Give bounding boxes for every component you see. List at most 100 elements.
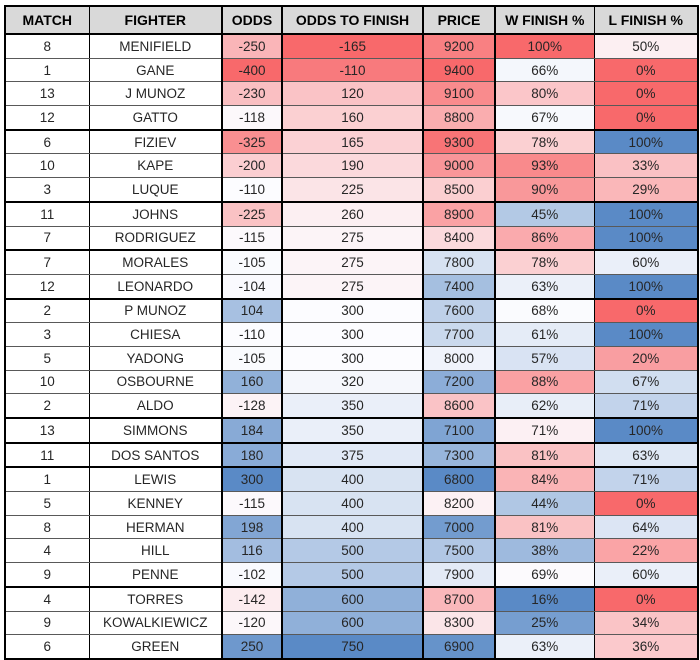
- header-price[interactable]: PRICE: [422, 5, 496, 35]
- price-cell[interactable]: 6800: [422, 467, 496, 493]
- fighter-cell[interactable]: LUQUE: [88, 177, 223, 203]
- match-cell[interactable]: 5: [4, 491, 90, 516]
- price-cell[interactable]: 7400: [422, 273, 496, 300]
- w-finish-pct-cell[interactable]: 88%: [494, 369, 595, 395]
- w-finish-pct-cell[interactable]: 67%: [494, 105, 595, 131]
- w-finish-pct-cell[interactable]: 90%: [494, 177, 595, 203]
- l-finish-pct-cell[interactable]: 22%: [593, 538, 699, 564]
- odds-to-finish-cell[interactable]: -110: [281, 57, 424, 83]
- l-finish-pct-cell[interactable]: 36%: [593, 634, 699, 660]
- odds-cell[interactable]: -104: [221, 273, 283, 300]
- l-finish-pct-cell[interactable]: 0%: [593, 298, 699, 324]
- fighter-cell[interactable]: CHIESA: [88, 322, 223, 347]
- match-cell[interactable]: 10: [4, 369, 90, 395]
- l-finish-pct-cell[interactable]: 100%: [593, 418, 699, 444]
- fighter-cell[interactable]: LEWIS: [88, 467, 223, 493]
- w-finish-pct-cell[interactable]: 62%: [494, 393, 595, 420]
- fighter-cell[interactable]: GREEN: [88, 634, 223, 660]
- odds-cell[interactable]: -250: [221, 33, 283, 59]
- odds-cell[interactable]: -105: [221, 345, 283, 371]
- w-finish-pct-cell[interactable]: 68%: [494, 298, 595, 324]
- w-finish-pct-cell[interactable]: 93%: [494, 153, 595, 179]
- header-odds-to-finish[interactable]: ODDS TO FINISH: [281, 5, 424, 35]
- match-cell[interactable]: 4: [4, 538, 90, 564]
- match-cell[interactable]: 4: [4, 586, 90, 612]
- w-finish-pct-cell[interactable]: 38%: [494, 538, 595, 564]
- odds-to-finish-cell[interactable]: 500: [281, 562, 424, 588]
- match-cell[interactable]: 9: [4, 562, 90, 588]
- fighter-cell[interactable]: HERMAN: [88, 514, 223, 540]
- odds-to-finish-cell[interactable]: 160: [281, 105, 424, 131]
- price-cell[interactable]: 7800: [422, 250, 496, 275]
- odds-cell[interactable]: -120: [221, 610, 283, 636]
- l-finish-pct-cell[interactable]: 34%: [593, 610, 699, 636]
- fighter-cell[interactable]: YADONG: [88, 345, 223, 371]
- odds-cell[interactable]: 180: [221, 442, 283, 469]
- price-cell[interactable]: 7500: [422, 538, 496, 564]
- l-finish-pct-cell[interactable]: 29%: [593, 177, 699, 203]
- price-cell[interactable]: 8700: [422, 586, 496, 612]
- match-cell[interactable]: 7: [4, 250, 90, 275]
- l-finish-pct-cell[interactable]: 0%: [593, 491, 699, 516]
- fighter-cell[interactable]: HILL: [88, 538, 223, 564]
- w-finish-pct-cell[interactable]: 80%: [494, 81, 595, 107]
- fighter-cell[interactable]: GANE: [88, 57, 223, 83]
- match-cell[interactable]: 2: [4, 298, 90, 324]
- w-finish-pct-cell[interactable]: 63%: [494, 634, 595, 660]
- header-match[interactable]: MATCH: [4, 5, 90, 35]
- odds-cell[interactable]: -200: [221, 153, 283, 179]
- odds-cell[interactable]: -102: [221, 562, 283, 588]
- odds-to-finish-cell[interactable]: 300: [281, 322, 424, 347]
- match-cell[interactable]: 12: [4, 105, 90, 131]
- price-cell[interactable]: 9300: [422, 129, 496, 155]
- fighter-cell[interactable]: DOS SANTOS: [88, 442, 223, 469]
- l-finish-pct-cell[interactable]: 0%: [593, 57, 699, 83]
- price-cell[interactable]: 9000: [422, 153, 496, 179]
- price-cell[interactable]: 7000: [422, 514, 496, 540]
- match-cell[interactable]: 13: [4, 418, 90, 444]
- fighter-cell[interactable]: MENIFIELD: [88, 33, 223, 59]
- fighter-cell[interactable]: ALDO: [88, 393, 223, 420]
- fighter-cell[interactable]: MORALES: [88, 250, 223, 275]
- w-finish-pct-cell[interactable]: 69%: [494, 562, 595, 588]
- w-finish-pct-cell[interactable]: 84%: [494, 467, 595, 493]
- odds-cell[interactable]: -115: [221, 491, 283, 516]
- l-finish-pct-cell[interactable]: 100%: [593, 322, 699, 347]
- odds-to-finish-cell[interactable]: 275: [281, 273, 424, 300]
- odds-to-finish-cell[interactable]: 400: [281, 514, 424, 540]
- fighter-cell[interactable]: RODRIGUEZ: [88, 225, 223, 252]
- odds-cell[interactable]: -142: [221, 586, 283, 612]
- fighter-cell[interactable]: P MUNOZ: [88, 298, 223, 324]
- odds-to-finish-cell[interactable]: 500: [281, 538, 424, 564]
- odds-to-finish-cell[interactable]: 300: [281, 345, 424, 371]
- l-finish-pct-cell[interactable]: 67%: [593, 369, 699, 395]
- fighter-cell[interactable]: SIMMONS: [88, 418, 223, 444]
- price-cell[interactable]: 8500: [422, 177, 496, 203]
- header-odds[interactable]: ODDS: [221, 5, 283, 35]
- match-cell[interactable]: 1: [4, 57, 90, 83]
- odds-cell[interactable]: -118: [221, 105, 283, 131]
- odds-cell[interactable]: 160: [221, 369, 283, 395]
- price-cell[interactable]: 7900: [422, 562, 496, 588]
- odds-to-finish-cell[interactable]: 350: [281, 418, 424, 444]
- w-finish-pct-cell[interactable]: 81%: [494, 514, 595, 540]
- price-cell[interactable]: 9100: [422, 81, 496, 107]
- match-cell[interactable]: 13: [4, 81, 90, 107]
- fighter-cell[interactable]: KAPE: [88, 153, 223, 179]
- odds-cell[interactable]: -105: [221, 250, 283, 275]
- price-cell[interactable]: 8000: [422, 345, 496, 371]
- l-finish-pct-cell[interactable]: 71%: [593, 393, 699, 420]
- odds-to-finish-cell[interactable]: -165: [281, 33, 424, 59]
- odds-cell[interactable]: 184: [221, 418, 283, 444]
- odds-to-finish-cell[interactable]: 600: [281, 586, 424, 612]
- odds-cell[interactable]: 104: [221, 298, 283, 324]
- fighter-cell[interactable]: PENNE: [88, 562, 223, 588]
- header-l-finish-pct[interactable]: L FINISH %: [593, 5, 699, 35]
- w-finish-pct-cell[interactable]: 16%: [494, 586, 595, 612]
- fighter-cell[interactable]: LEONARDO: [88, 273, 223, 300]
- odds-cell[interactable]: -115: [221, 225, 283, 252]
- price-cell[interactable]: 6900: [422, 634, 496, 660]
- price-cell[interactable]: 7200: [422, 369, 496, 395]
- fighter-cell[interactable]: KENNEY: [88, 491, 223, 516]
- l-finish-pct-cell[interactable]: 100%: [593, 129, 699, 155]
